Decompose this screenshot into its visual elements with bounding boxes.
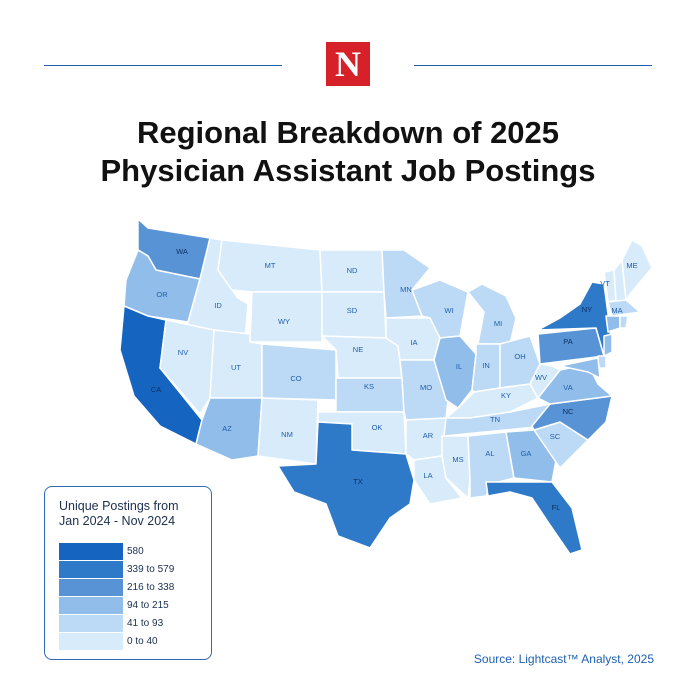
state-labels: WA OR CA ID NV MT WY UT AZ CO NM ND SD NE KS OK TX MN IA MO… <box>151 247 638 512</box>
state-label-az: AZ <box>222 424 232 433</box>
state-md <box>559 357 601 379</box>
state-label-ks: KS <box>364 382 374 391</box>
brand-logo: N <box>326 42 370 86</box>
state-label-wa: WA <box>176 247 188 256</box>
page-title: Regional Breakdown of 2025 Physician Ass… <box>0 114 696 190</box>
state-il <box>433 335 477 409</box>
header-rule-right <box>414 65 652 66</box>
legend-swatch <box>59 615 123 632</box>
legend-label: 41 to 93 <box>127 618 164 629</box>
state-tx <box>277 421 415 549</box>
legend-swatch <box>59 543 123 560</box>
legend-title-line-1: Unique Postings from <box>59 499 179 513</box>
state-label-id: ID <box>214 301 222 310</box>
state-wy <box>249 291 323 343</box>
state-wv <box>529 363 561 399</box>
state-label-ms: MS <box>452 455 463 464</box>
state-label-in: IN <box>482 361 490 370</box>
legend-label: 580 <box>127 546 144 557</box>
state-ma <box>607 299 641 317</box>
state-label-al: AL <box>485 449 494 458</box>
legend-label: 339 to 579 <box>127 564 175 575</box>
state-label-oh: OH <box>514 352 525 361</box>
legend-swatch <box>59 597 123 614</box>
state-label-mt: MT <box>265 261 276 270</box>
legend-label: 94 to 215 <box>127 600 169 611</box>
state-label-me: ME <box>626 261 637 270</box>
state-sd <box>321 291 387 339</box>
state-fl <box>485 481 583 555</box>
legend: Unique Postings from Jan 2024 - Nov 2024… <box>44 486 212 660</box>
state-label-wy: WY <box>278 317 290 326</box>
state-nj <box>603 333 613 357</box>
state-label-la: LA <box>423 471 432 480</box>
state-label-ma: MA <box>611 306 622 315</box>
state-label-tn: TN <box>490 415 500 424</box>
state-label-pa: PA <box>563 337 572 346</box>
state-label-mn: MN <box>400 285 412 294</box>
state-co <box>261 343 337 401</box>
state-label-ut: UT <box>231 363 241 372</box>
state-label-wi: WI <box>444 306 453 315</box>
state-label-wv: WV <box>535 373 547 382</box>
state-label-va: VA <box>563 383 572 392</box>
state-label-ky: KY <box>501 391 511 400</box>
state-ct <box>605 315 621 333</box>
title-line-2: Physician Assistant Job Postings <box>100 153 596 188</box>
state-nv <box>159 319 215 415</box>
state-me <box>621 239 653 301</box>
title-line-1: Regional Breakdown of 2025 <box>136 115 560 150</box>
header-rule-left <box>44 65 282 66</box>
state-label-nc: NC <box>563 407 574 416</box>
state-label-nm: NM <box>281 430 293 439</box>
state-label-mi: MI <box>494 319 502 328</box>
state-label-sd: SD <box>347 306 358 315</box>
state-label-co: CO <box>290 374 301 383</box>
state-label-ny: NY <box>582 305 592 314</box>
state-ny <box>537 281 613 357</box>
legend-swatch <box>59 579 123 596</box>
state-label-tx: TX <box>353 477 363 486</box>
state-label-nv: NV <box>178 348 188 357</box>
state-label-fl: FL <box>552 503 561 512</box>
legend-title-line-2: Jan 2024 - Nov 2024 <box>59 514 176 528</box>
state-label-mo: MO <box>420 383 432 392</box>
source-note: Source: Lightcast™ Analyst, 2025 <box>473 652 654 666</box>
legend-swatch <box>59 633 123 650</box>
state-shapes <box>119 218 653 555</box>
legend-label: 0 to 40 <box>127 636 158 647</box>
state-label-vt: VT <box>600 279 610 288</box>
state-label-ia: IA <box>410 338 417 347</box>
state-label-ar: AR <box>423 431 434 440</box>
state-ri <box>619 315 629 329</box>
legend-title: Unique Postings from Jan 2024 - Nov 2024 <box>59 499 209 529</box>
state-label-sc: SC <box>550 432 561 441</box>
state-label-ne: NE <box>353 345 363 354</box>
legend-label: 216 to 338 <box>127 582 175 593</box>
state-mi <box>467 283 517 345</box>
state-label-ca: CA <box>151 385 161 394</box>
state-label-nd: ND <box>347 266 358 275</box>
state-label-il: IL <box>456 362 462 371</box>
state-label-ga: GA <box>521 449 532 458</box>
state-label-or: OR <box>156 290 168 299</box>
state-label-ok: OK <box>372 423 383 432</box>
legend-swatch <box>59 561 123 578</box>
logo-letter: N <box>335 44 361 84</box>
